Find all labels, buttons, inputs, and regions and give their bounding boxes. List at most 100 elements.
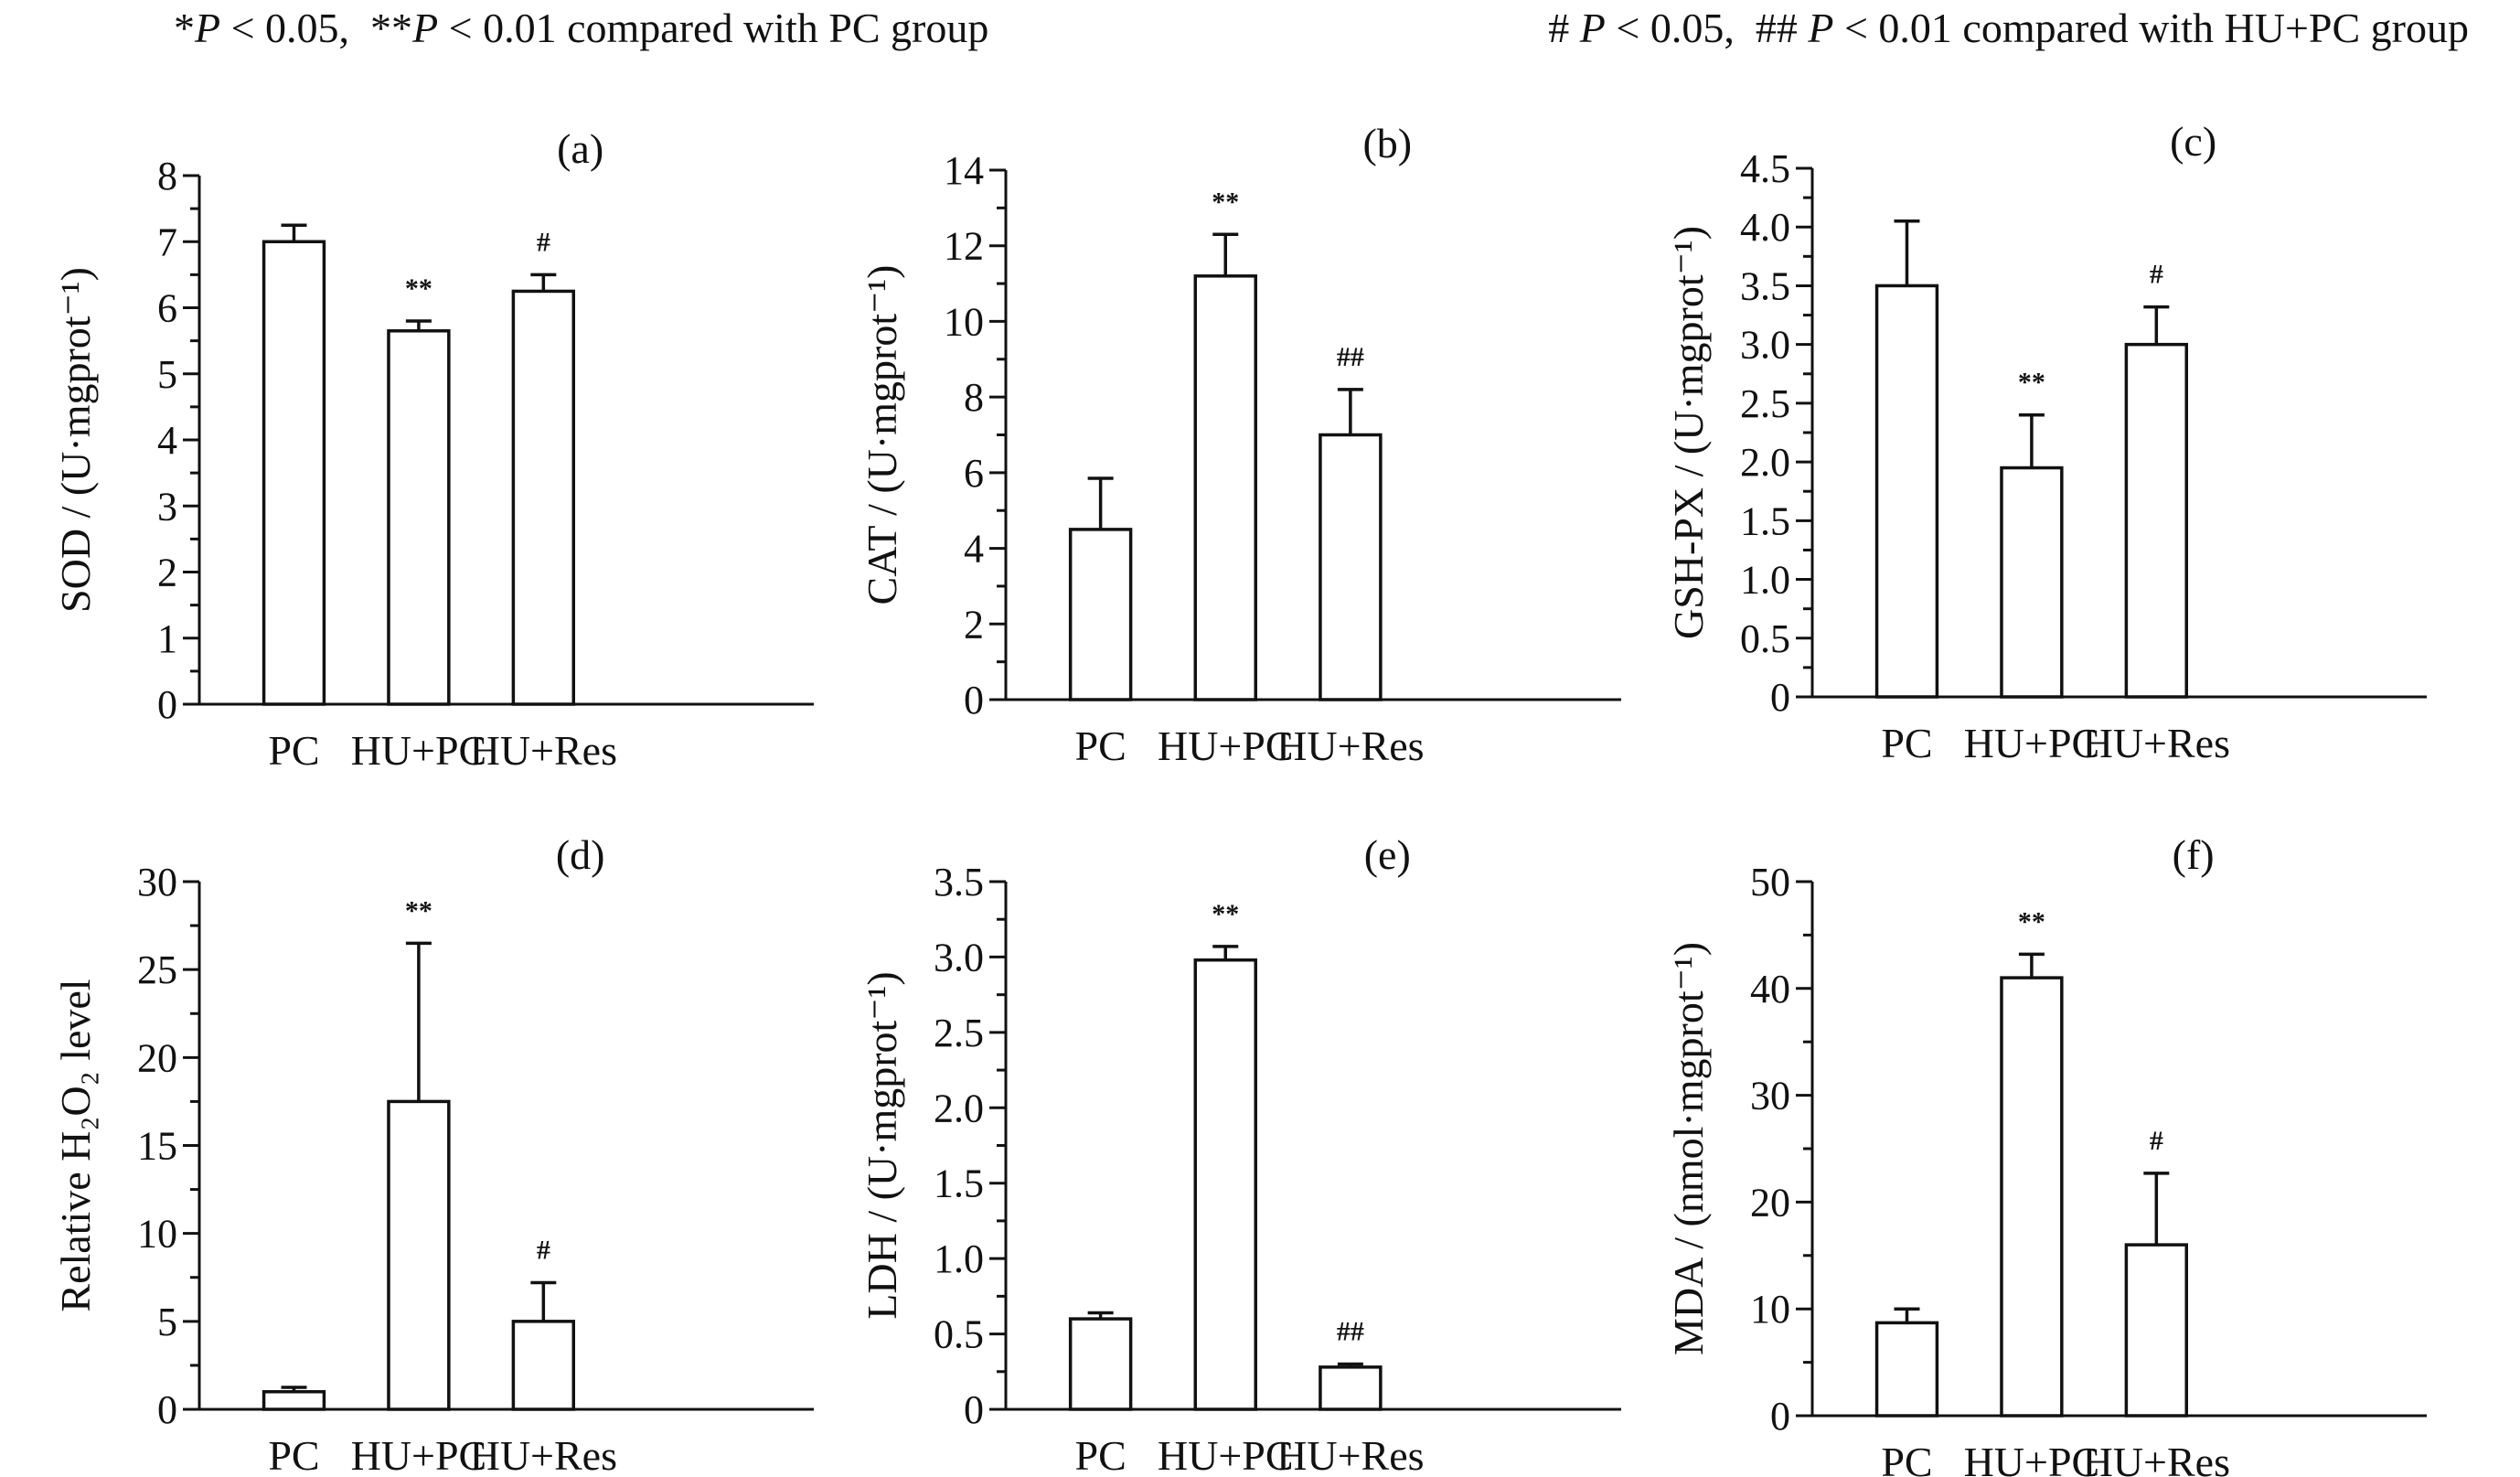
- bar: [1874, 1321, 1939, 1418]
- y-tick-label: 20: [137, 1035, 177, 1080]
- y-tick-label: 1.0: [1740, 558, 1790, 603]
- y-tick-label: 15: [137, 1124, 177, 1169]
- panel-label: (b): [1362, 120, 1412, 166]
- significance-mark: #: [537, 1236, 550, 1266]
- y-tick-label: 7: [157, 219, 177, 264]
- y-axis-label: LDH / (U·mgprot⁻¹): [859, 971, 905, 1319]
- y-tick-label: 14: [944, 148, 984, 193]
- significance-mark: **: [1212, 899, 1239, 929]
- legend-right-p2: P: [1807, 5, 1833, 51]
- panel-2: 0 0.5 1.0 1.5 2.0 2.5 3.0 3.5 4.0 4.5 GSH-PX / (U·…: [1665, 118, 2427, 766]
- y-tick-label: 1.0: [934, 1236, 984, 1281]
- y-tick-label: 0.5: [1740, 616, 1790, 661]
- bar: [262, 1390, 326, 1411]
- significance-mark: **: [2018, 368, 2045, 398]
- y-tick-label: 10: [1750, 1287, 1790, 1332]
- y-tick-label: 2: [964, 602, 984, 647]
- y-tick-label: 6: [964, 451, 984, 496]
- bar: [1068, 528, 1133, 701]
- panel-4: 0 0.5 1.0 1.5 2.0 2.5 3.0 3.5 LDH / (U·mgprot⁻¹)…: [859, 831, 1621, 1477]
- y-tick-label: 3: [157, 484, 177, 529]
- legend-right-mid: < 0.05, ##: [1606, 5, 1808, 51]
- y-tick-label: 8: [157, 154, 177, 198]
- y-axis-label: SOD / (U·mgprot⁻¹): [52, 267, 99, 613]
- legend-significance: *P < 0.05, **P < 0.01 compared with PC g…: [174, 5, 2469, 51]
- bar: [1319, 1365, 1383, 1411]
- y-axis-label: GSH-PX / (U·mgprot⁻¹): [1665, 226, 1712, 639]
- legend-left: *P < 0.05, **P < 0.01 compared with PC g…: [174, 5, 988, 51]
- significance-mark: **: [405, 273, 432, 304]
- bar: [2124, 1243, 2188, 1418]
- x-tick-label: PC: [1075, 1432, 1127, 1477]
- y-tick-label: 1: [157, 616, 177, 661]
- y-tick-label: 10: [944, 299, 984, 344]
- y-tick-label: 4.5: [1740, 146, 1790, 191]
- y-tick-label: 2.5: [934, 1011, 984, 1055]
- bar: [387, 1099, 451, 1411]
- x-tick-label: HU+Res: [2083, 720, 2230, 766]
- y-tick-label: 8: [964, 375, 984, 420]
- x-tick-label: PC: [1075, 722, 1127, 769]
- y-tick-label: 0: [964, 678, 984, 722]
- y-tick-label: 30: [137, 860, 177, 904]
- x-tick-label: HU+PC: [351, 727, 487, 774]
- x-tick-label: PC: [268, 1432, 319, 1477]
- significance-mark: ##: [1337, 342, 1364, 372]
- y-tick-label: 0: [157, 1387, 177, 1432]
- x-tick-label: HU+Res: [1276, 722, 1424, 769]
- legend-left-p2: P: [411, 5, 438, 51]
- y-tick-label: 4.0: [1740, 205, 1790, 250]
- bar: [2000, 466, 2064, 699]
- y-tick-label: 4: [157, 418, 177, 463]
- x-tick-label: HU+Res: [1276, 1432, 1424, 1477]
- y-tick-label: 0.5: [934, 1312, 984, 1357]
- bar: [2124, 342, 2188, 699]
- legend-right-end: < 0.01 compared with HU+PC group: [1833, 5, 2469, 51]
- significance-mark: **: [1212, 187, 1239, 217]
- legend-right-start: #: [1548, 5, 1580, 51]
- x-tick-label: HU+Res: [470, 727, 617, 774]
- legend-right: # P < 0.05, ## P < 0.01 compared with HU…: [1548, 5, 2469, 51]
- y-tick-label: 0: [964, 1387, 984, 1432]
- significance-mark: #: [537, 227, 550, 257]
- y-tick-label: 6: [157, 286, 177, 331]
- y-tick-label: 3.5: [1740, 263, 1790, 308]
- y-tick-label: 20: [1750, 1180, 1790, 1225]
- panel-label: (d): [556, 831, 605, 878]
- y-tick-label: 2: [157, 551, 177, 595]
- y-tick-label: 3.5: [934, 860, 984, 904]
- x-tick-label: HU+Res: [470, 1432, 617, 1477]
- panel-3: 0 5 10 15 20 25 30 Relative H₂O₂ level (d) PC ** HU…: [52, 831, 814, 1477]
- bar: [511, 289, 575, 706]
- legend-left-star: *: [174, 5, 195, 51]
- legend-left-end: < 0.01 compared with PC group: [438, 5, 988, 51]
- x-tick-label: HU+PC: [351, 1432, 487, 1477]
- y-tick-label: 30: [1750, 1074, 1790, 1118]
- bar: [2000, 976, 2064, 1418]
- y-axis-label: Relative H₂O₂ level: [52, 979, 99, 1311]
- y-tick-label: 0: [1770, 1394, 1790, 1439]
- panel-label: (a): [557, 125, 603, 172]
- x-tick-label: HU+PC: [1158, 722, 1294, 769]
- legend-left-mid: < 0.05, **: [220, 5, 412, 51]
- panel-0: 0 1 2 3 4 5 6 7 8 SOD / (U·mgprot⁻¹) (a) PC ** HU+PC #…: [52, 125, 814, 774]
- x-tick-label: PC: [268, 727, 319, 774]
- bar: [387, 329, 451, 706]
- y-tick-label: 0: [1770, 675, 1790, 720]
- x-tick-label: HU+PC: [1964, 720, 2100, 766]
- bar: [1068, 1317, 1133, 1411]
- legend-left-p1: P: [194, 5, 220, 51]
- significance-mark: **: [405, 895, 432, 926]
- y-tick-label: 25: [137, 947, 177, 992]
- significance-mark: ##: [1337, 1317, 1364, 1347]
- y-tick-label: 2.5: [1740, 381, 1790, 426]
- panel-label: (c): [2170, 118, 2216, 165]
- x-tick-label: HU+Res: [2083, 1439, 2230, 1477]
- y-tick-label: 3.0: [1740, 323, 1790, 368]
- bar: [262, 240, 326, 706]
- bar: [1874, 284, 1939, 699]
- y-tick-label: 40: [1750, 967, 1790, 1011]
- y-tick-label: 1.5: [934, 1161, 984, 1206]
- y-tick-label: 50: [1750, 860, 1790, 904]
